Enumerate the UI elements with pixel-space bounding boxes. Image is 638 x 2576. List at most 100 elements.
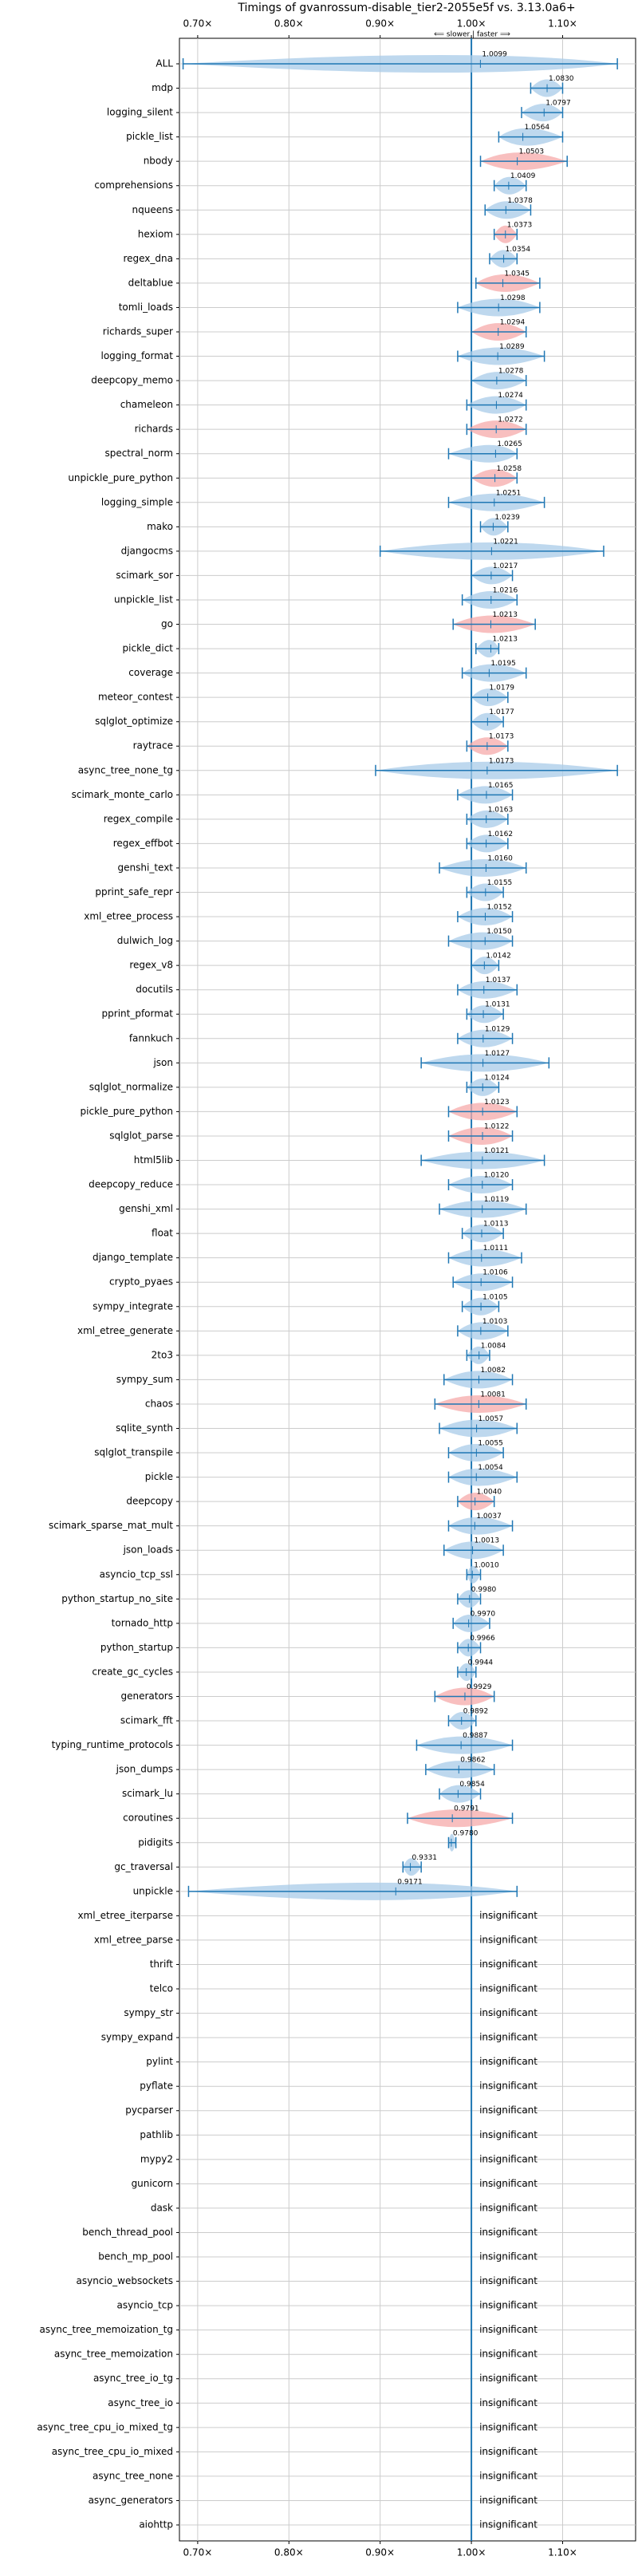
value-label: 0.9171: [397, 1878, 423, 1886]
y-tick-label: deltablue: [128, 277, 173, 288]
y-tick-label: fannkuch: [129, 1032, 173, 1043]
plot-frame: [179, 37, 636, 2542]
y-tick-label: pickle_dict: [123, 643, 174, 654]
value-label: 1.0155: [487, 879, 513, 887]
y-tick-label: mako: [147, 521, 173, 532]
y-tick-label: xml_etree_process: [84, 911, 173, 922]
y-tick-label: logging_format: [100, 350, 173, 361]
value-label: 1.0131: [485, 1001, 510, 1009]
y-tick-label: chameleon: [120, 399, 173, 410]
y-tick-label: float: [152, 1228, 173, 1239]
insignificant-label: insignificant: [479, 2373, 538, 2384]
y-tick-label: aiohttp: [139, 2519, 173, 2531]
insignificant-label: insignificant: [479, 2446, 538, 2457]
insignificant-label: insignificant: [479, 2129, 538, 2140]
y-tick-label: bench_thread_pool: [82, 2227, 173, 2238]
insignificant-label: insignificant: [479, 2227, 538, 2238]
direction-note: ⟸ slower | faster ⟹: [434, 31, 510, 39]
y-tick-label: raytrace: [133, 740, 173, 751]
value-label: 1.0124: [484, 1074, 510, 1082]
y-tick-label: pickle_pure_python: [81, 1106, 173, 1117]
value-label: 1.0830: [549, 75, 574, 83]
insignificant-label: insignificant: [479, 2519, 538, 2531]
x-tick-label: 0.90×: [365, 18, 395, 30]
x-tick-label: 0.80×: [274, 2547, 304, 2558]
insignificant-label: insignificant: [479, 2007, 538, 2018]
x-tick-label: 0.70×: [183, 2547, 212, 2558]
y-tick-label: pycparser: [125, 2105, 173, 2116]
y-tick-label: json: [152, 1057, 173, 1068]
insignificant-label: insignificant: [479, 1934, 538, 1945]
value-label: 1.0173: [489, 733, 514, 741]
value-label: 1.0354: [506, 246, 531, 254]
y-tick-label: json_loads: [123, 1544, 173, 1556]
value-label: 1.0294: [500, 318, 526, 326]
y-tick-label: gunicorn: [132, 2178, 173, 2189]
value-label: 1.0106: [482, 1269, 508, 1277]
value-label: 0.9854: [459, 1781, 485, 1789]
x-tick-label: 1.00×: [457, 18, 486, 30]
value-label: 0.9966: [470, 1635, 495, 1643]
y-tick-label: deepcopy_memo: [91, 375, 173, 386]
value-label: 1.0081: [480, 1391, 506, 1398]
y-tick-label: pylint: [146, 2056, 173, 2067]
y-tick-label: sympy_str: [124, 2007, 173, 2018]
y-tick-label: scimark_lu: [122, 1788, 173, 1799]
value-label: 0.9791: [454, 1805, 479, 1813]
y-tick-label: hexiom: [138, 228, 173, 239]
y-tick-label: gc_traversal: [114, 1861, 173, 1872]
y-tick-label: xml_etree_parse: [94, 1934, 173, 1945]
value-label: 1.0503: [519, 148, 545, 156]
y-tick-label: crypto_pyaes: [109, 1276, 173, 1288]
insignificant-label: insignificant: [479, 2470, 538, 2481]
y-tick-label: unpickle_list: [114, 594, 173, 605]
y-tick-label: regex_dna: [123, 253, 173, 264]
value-label: 1.0373: [507, 221, 533, 229]
y-tick-label: sqlglot_optimize: [95, 716, 173, 727]
value-label: 1.0163: [488, 806, 514, 814]
y-tick-label: asyncio_websockets: [77, 2275, 173, 2286]
y-tick-label: pickle: [145, 1471, 173, 1482]
y-tick-label: sqlglot_parse: [109, 1130, 173, 1141]
value-label: 0.9862: [460, 1757, 486, 1765]
y-tick-label: coroutines: [123, 1813, 173, 1824]
x-tick-label: 1.00×: [457, 2547, 486, 2558]
value-label: 1.0082: [480, 1367, 506, 1375]
value-label: 0.9780: [453, 1829, 478, 1837]
value-label: 1.0105: [482, 1293, 508, 1301]
insignificant-label: insignificant: [479, 2495, 538, 2506]
y-tick-label: generators: [120, 1690, 173, 1702]
value-label: 1.0121: [484, 1147, 510, 1155]
y-tick-label: mypy2: [140, 2153, 173, 2164]
value-label: 1.0040: [477, 1489, 502, 1497]
y-tick-label: genshi_xml: [119, 1203, 173, 1214]
value-label: 1.0084: [481, 1342, 506, 1350]
y-tick-label: bench_mp_pool: [98, 2251, 173, 2262]
y-tick-label: regex_compile: [104, 813, 173, 824]
insignificant-label: insignificant: [479, 2153, 538, 2164]
value-label: 1.0195: [490, 660, 516, 668]
value-label: 1.0239: [494, 514, 520, 522]
value-label: 1.0054: [478, 1464, 503, 1472]
y-tick-label: richards_super: [103, 325, 173, 337]
value-label: 1.0217: [493, 562, 518, 570]
insignificant-label: insignificant: [479, 2397, 538, 2408]
y-tick-label: docutils: [136, 984, 173, 995]
y-tick-label: telco: [150, 1983, 173, 1994]
y-tick-label: dulwich_log: [117, 935, 173, 946]
y-tick-label: sympy_expand: [101, 2032, 173, 2043]
value-label: 1.0298: [500, 294, 526, 302]
value-label: 1.0057: [478, 1415, 504, 1423]
y-tick-label: djangocms: [121, 545, 173, 556]
value-label: 1.0251: [496, 489, 522, 497]
y-tick-label: ALL: [156, 58, 173, 69]
y-tick-label: scimark_monte_carlo: [72, 789, 173, 800]
y-tick-label: create_gc_cycles: [92, 1666, 173, 1677]
y-tick-label: logging_simple: [101, 496, 173, 507]
value-label: 1.0127: [485, 1050, 510, 1058]
y-tick-label: django_template: [93, 1252, 173, 1263]
y-tick-label: scimark_fft: [120, 1715, 173, 1726]
y-tick-label: async_tree_none_tg: [78, 764, 173, 775]
value-label: 1.0213: [492, 636, 518, 644]
insignificant-label: insignificant: [479, 2081, 538, 2092]
